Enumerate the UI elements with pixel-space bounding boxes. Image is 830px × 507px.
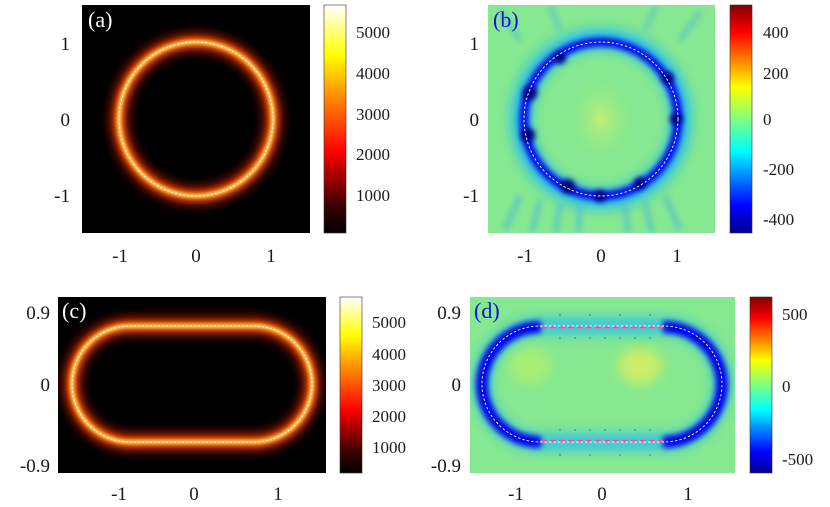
panel-a-cbtick-5000: 5000 — [356, 23, 390, 42]
panel-d-cbtick-0: 0 — [782, 377, 791, 396]
panel-b-cbtick-0: 0 — [763, 110, 772, 129]
panel-b-label: (b) — [493, 7, 519, 32]
panel-d-cbtick-500: 500 — [782, 305, 808, 324]
panel-c-xtick-neg1: -1 — [111, 484, 127, 505]
panel-b-ring-boundary — [523, 41, 679, 197]
panel-a-cbtick-4000: 4000 — [356, 64, 390, 83]
panel-d-glow-left — [508, 348, 552, 384]
panel-b-xtick-neg1: -1 — [517, 246, 533, 267]
panel-d-ytick-neg0.9: -0.9 — [431, 456, 461, 477]
panel-a: (a) 1 0 -1 -1 0 1 5000 4000 3000 2000 10… — [54, 4, 390, 267]
panel-a-ring-boundary — [118, 41, 274, 197]
panel-a-xtick-neg1: -1 — [112, 246, 128, 267]
panel-b-cbtick-neg400: -400 — [763, 210, 794, 229]
panel-c: (c) 0.9 0 -0.9 -1 0 1 5000 4000 3000 200… — [20, 296, 406, 505]
panel-d-colorbar — [749, 296, 773, 474]
panel-c-ring-boundary — [71, 325, 313, 443]
panel-d-ring-left — [475, 320, 542, 449]
panel-a-ytick-0: 0 — [61, 110, 71, 131]
panel-b-streaks — [497, 5, 703, 233]
panel-c-cbtick-4000: 4000 — [372, 345, 406, 364]
panel-d-xtick-1: 1 — [683, 484, 693, 505]
panel-c-ytick-neg0.9: -0.9 — [20, 456, 50, 477]
panel-a-ytick-1: 1 — [61, 34, 71, 55]
panel-b-ring-spots — [521, 52, 682, 202]
panel-c-cbtick-1000: 1000 — [372, 438, 406, 457]
panel-d-xtick-0: 0 — [597, 484, 607, 505]
panel-d-ring-right — [662, 320, 729, 449]
panel-b-center-glow — [563, 71, 639, 167]
panel-d-dot-field — [559, 314, 651, 456]
panel-c-xtick-1: 1 — [273, 484, 283, 505]
panel-d-glow-right — [618, 348, 662, 384]
panel-c-cbtick-3000: 3000 — [372, 376, 406, 395]
panel-b-cbtick-neg200: -200 — [763, 160, 794, 179]
panel-c-cbtick-2000: 2000 — [372, 407, 406, 426]
panel-a-xtick-0: 0 — [191, 246, 201, 267]
panel-a-colorbar — [323, 4, 347, 234]
panel-a-ytick-neg1: -1 — [54, 186, 70, 207]
panel-c-colorbar — [339, 296, 363, 474]
panel-c-ytick-0.9: 0.9 — [26, 303, 50, 324]
panel-a-label: (a) — [88, 7, 112, 32]
panel-c-ytick-0: 0 — [41, 375, 51, 396]
panel-b-cbtick-400: 400 — [763, 23, 789, 42]
panel-b-xtick-0: 0 — [596, 246, 606, 267]
panel-b-ytick-neg1: -1 — [463, 186, 479, 207]
panel-d-ytick-0: 0 — [452, 375, 462, 396]
panel-a-cbtick-2000: 2000 — [356, 145, 390, 164]
panel-d-label: (d) — [474, 298, 500, 323]
panel-b-cbtick-200: 200 — [763, 64, 789, 83]
panel-c-label: (c) — [62, 298, 86, 323]
panel-d-ytick-0.9: 0.9 — [437, 303, 461, 324]
panel-b-ytick-1: 1 — [470, 34, 480, 55]
panel-a-cbtick-3000: 3000 — [356, 105, 390, 124]
panel-d: (d) 0.9 0 -0.9 -1 0 1 500 0 -500 — [431, 296, 813, 505]
panel-a-cbtick-1000: 1000 — [356, 186, 390, 205]
panel-c-cbtick-5000: 5000 — [372, 313, 406, 332]
panel-b-colorbar — [729, 4, 753, 234]
panel-a-xtick-1: 1 — [266, 246, 276, 267]
panel-c-xtick-0: 0 — [189, 484, 199, 505]
panel-b-xtick-1: 1 — [672, 246, 682, 267]
panel-d-cbtick-neg500: -500 — [782, 450, 813, 469]
panel-b: (b) 1 0 -1 -1 0 1 400 200 0 -200 -400 — [463, 4, 794, 267]
panel-b-ytick-0: 0 — [470, 110, 480, 131]
panel-d-xtick-neg1: -1 — [508, 484, 524, 505]
